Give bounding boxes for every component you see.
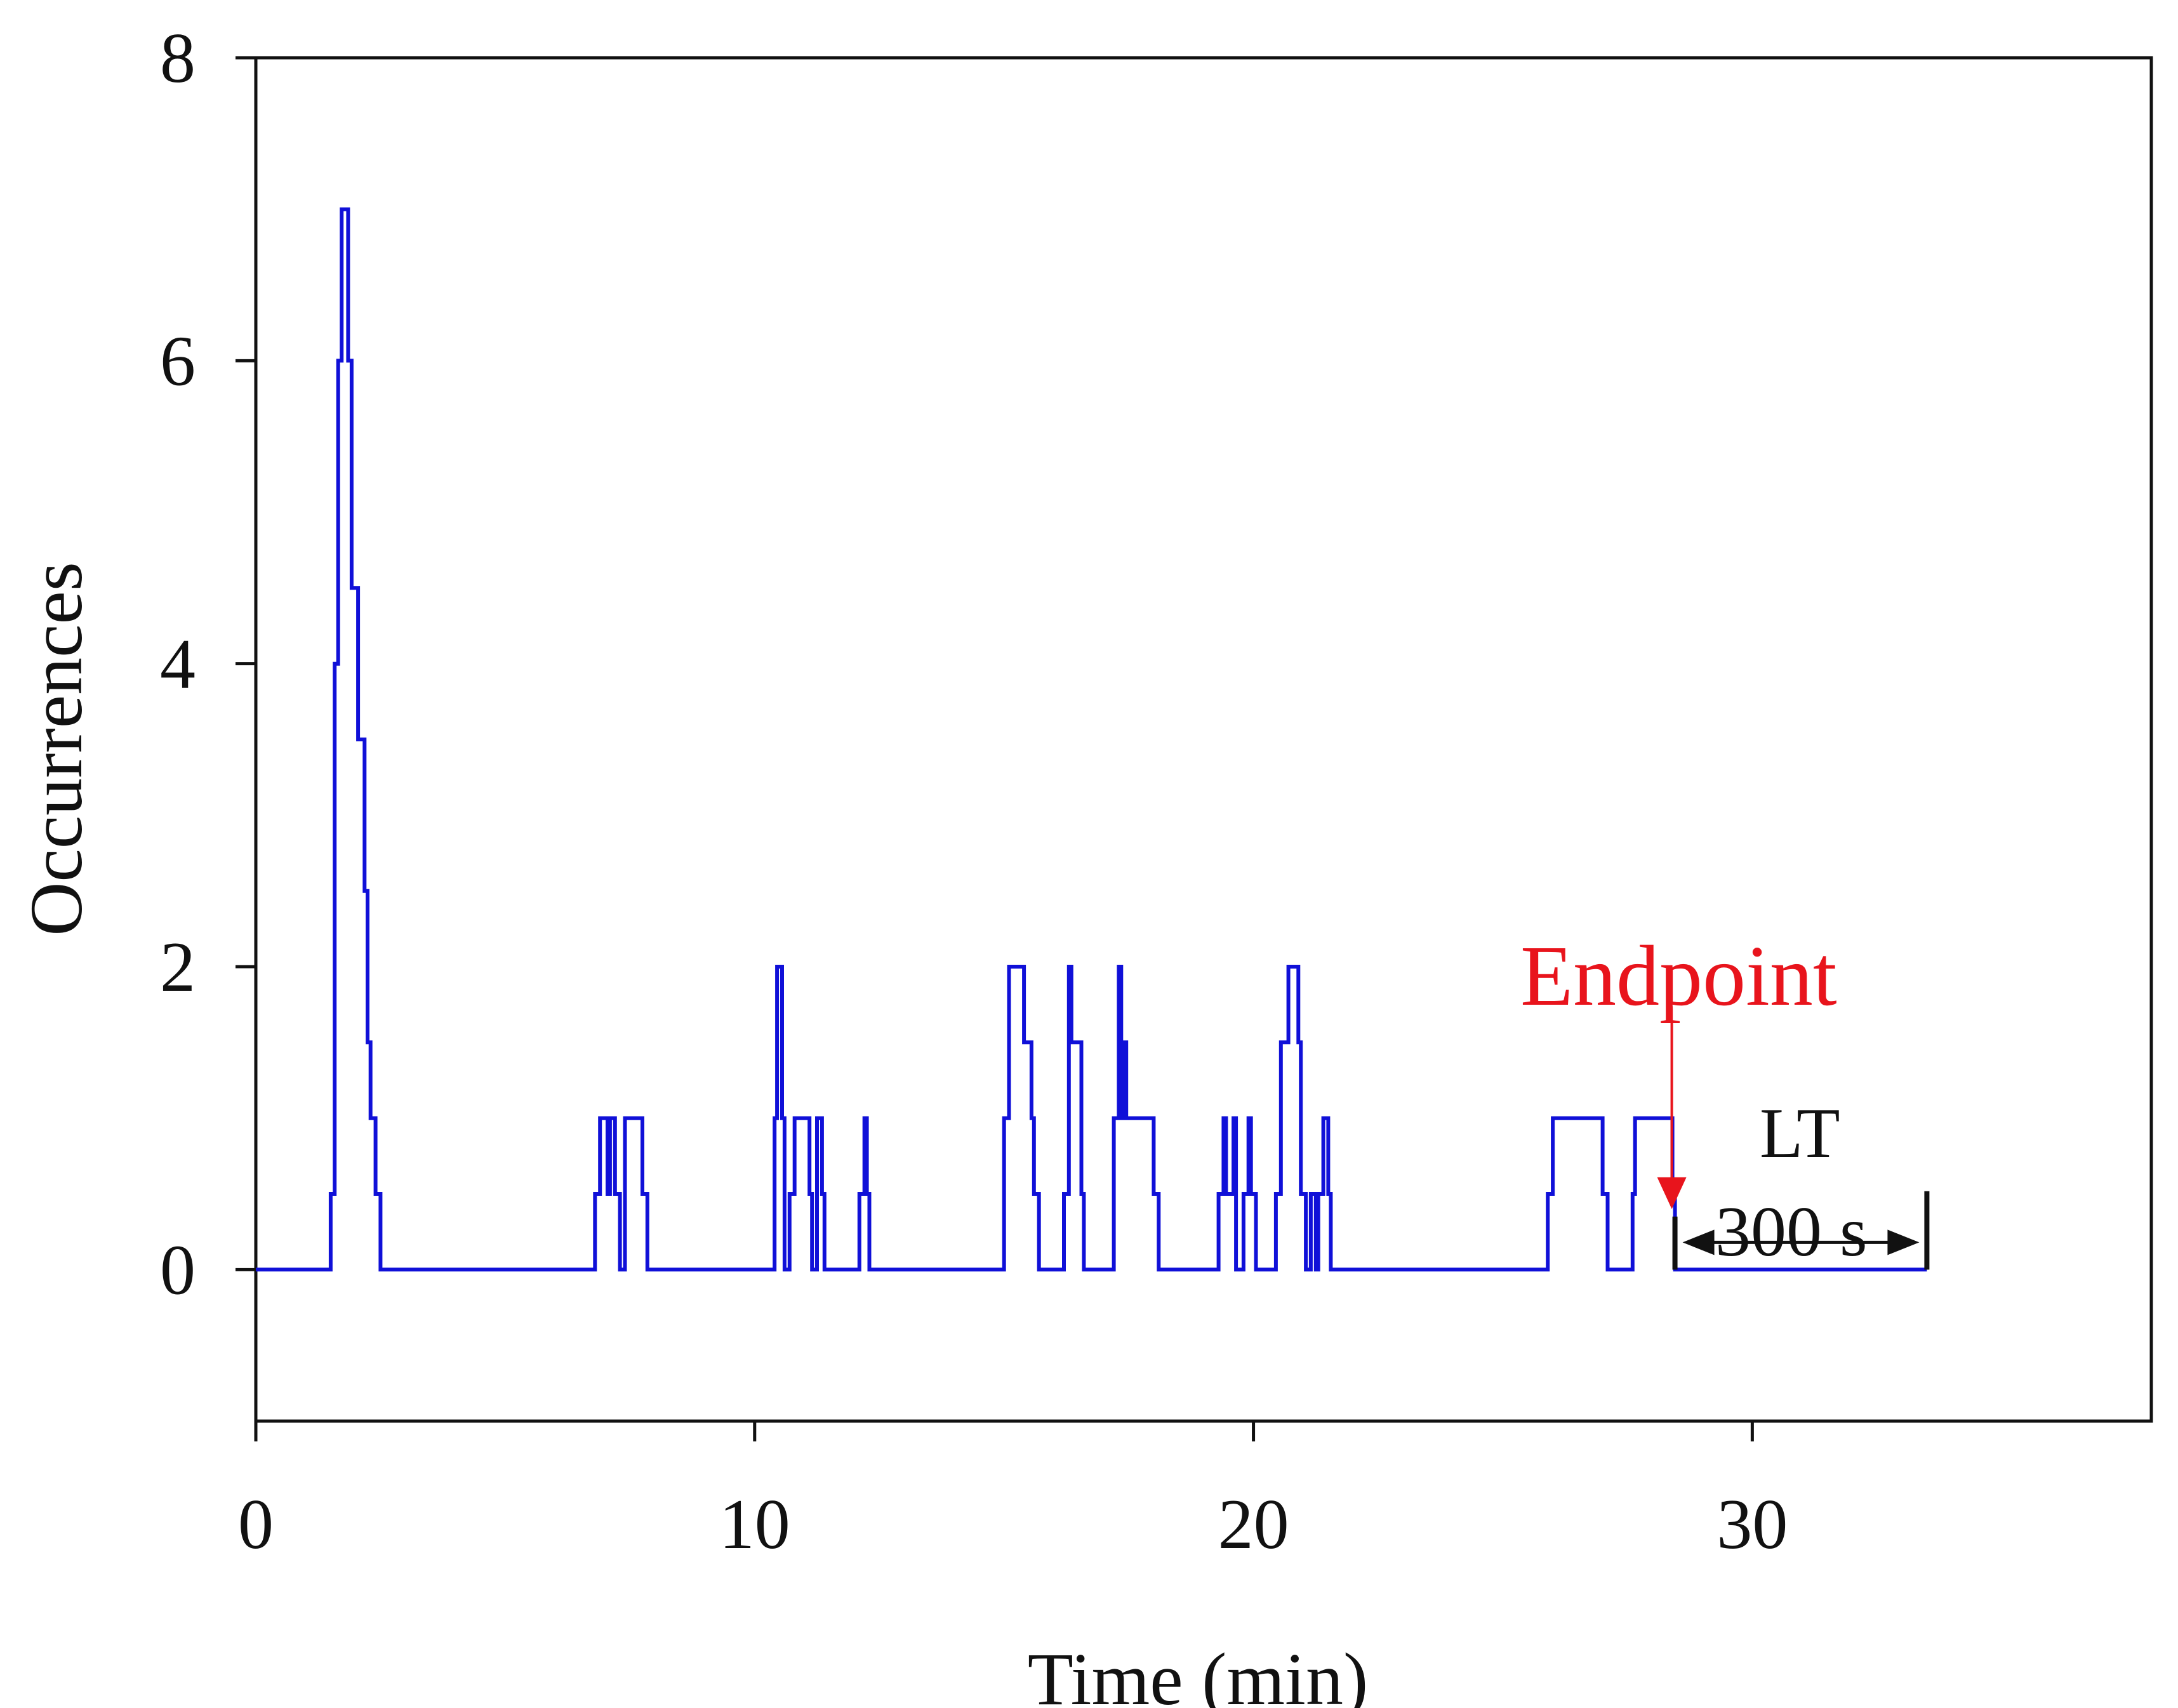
lt-label: LT <box>1760 1094 1840 1173</box>
x-axis-label: Time (min) <box>1028 1638 1369 1708</box>
x-axis-ticks: 0 10 20 30 <box>238 1421 1788 1564</box>
annotation-layer: Endpoint LT 300 s <box>1520 929 1930 1271</box>
window-arrow-right-head <box>1887 1229 1920 1255</box>
y-tick-label: 2 <box>160 928 196 1007</box>
window-duration-label: 300 s <box>1715 1193 1868 1271</box>
endpoint-arrow-head <box>1657 1177 1687 1209</box>
y-axis-ticks: 0 2 4 6 8 <box>160 19 256 1309</box>
series-line-occurrences <box>256 207 1927 1272</box>
series-layer <box>256 207 1927 1272</box>
endpoint-label: Endpoint <box>1520 929 1837 1024</box>
y-tick-label: 0 <box>160 1231 196 1309</box>
x-tick-label: 0 <box>238 1485 274 1564</box>
window-arrow-left-head <box>1682 1229 1715 1255</box>
x-tick-label: 10 <box>719 1485 790 1564</box>
y-axis-label: Occurrences <box>15 562 98 936</box>
y-tick-label: 6 <box>160 322 196 401</box>
x-tick-label: 20 <box>1218 1485 1289 1564</box>
plot-frame <box>254 56 2153 1423</box>
y-tick-label: 4 <box>160 625 196 704</box>
y-tick-label: 8 <box>160 19 196 98</box>
x-tick-label: 30 <box>1717 1485 1788 1564</box>
